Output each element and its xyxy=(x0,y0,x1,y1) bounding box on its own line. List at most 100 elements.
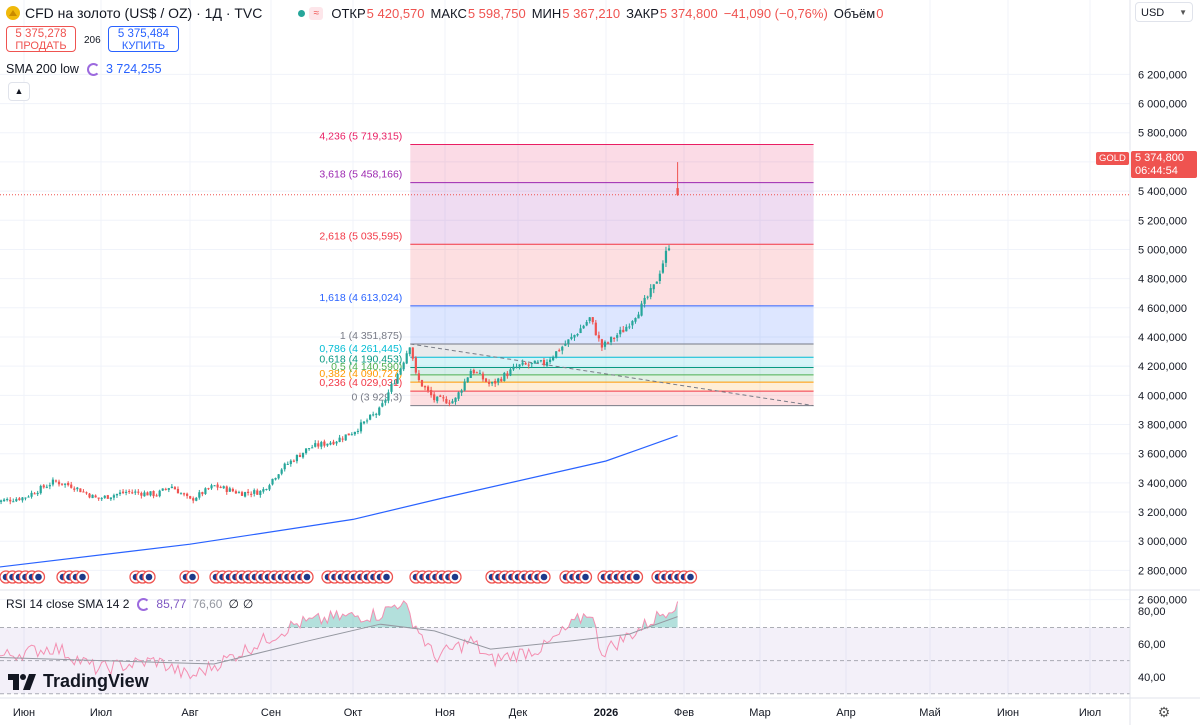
candle-body xyxy=(42,485,45,488)
fibonacci-retracement[interactable]: 0 (3 929,3) 0,236 (4 029,031)0,382 (4 090… xyxy=(319,131,814,407)
candle-body xyxy=(399,368,402,375)
candle-body xyxy=(134,491,137,493)
candle-body xyxy=(530,362,533,365)
candle-body xyxy=(45,486,48,488)
open-value: 5 420,570 xyxy=(366,5,425,21)
last-price-value: 5 374,800 xyxy=(1135,152,1184,164)
rsi-legend[interactable]: RSI 14 close SMA 14 2 85,77 76,60 ∅ ∅ xyxy=(6,597,257,611)
candle-body xyxy=(39,485,42,494)
flag-icon xyxy=(79,573,86,581)
candle-body xyxy=(161,488,164,491)
candle-body xyxy=(491,381,494,384)
x-tick-label: Фев xyxy=(674,707,694,719)
candle-body xyxy=(295,455,299,462)
sell-button[interactable]: 5 375,278 ПРОДАТЬ xyxy=(6,26,76,52)
fib-level-label: 0,5 (4 140,590) xyxy=(331,361,402,373)
candle-body xyxy=(189,496,192,499)
candle-body xyxy=(335,441,338,444)
rsi-label: RSI 14 close SMA 14 2 xyxy=(6,597,130,611)
flag-icon xyxy=(633,573,640,581)
currency-select[interactable]: USD ▼ xyxy=(1135,2,1193,22)
candle-body xyxy=(445,398,448,404)
candle-body xyxy=(472,369,475,374)
wave-icon[interactable]: ≈ xyxy=(309,6,324,20)
candle-body xyxy=(167,488,170,490)
symbol-legend[interactable]: CFD на золото (US$ / OZ) · 1Д · TVC ≈ ОТ… xyxy=(6,4,889,22)
x-tick-label: Окт xyxy=(344,707,363,719)
candle-body xyxy=(201,492,204,495)
candle-body xyxy=(259,490,262,495)
sma-legend[interactable]: SMA 200 low 3 724,255 xyxy=(6,62,162,76)
economic-events-row xyxy=(0,570,698,584)
candles xyxy=(0,162,1130,505)
candle-body xyxy=(265,489,268,491)
x-tick-label: Май xyxy=(919,707,941,719)
candle-body xyxy=(558,350,561,352)
candle-body xyxy=(506,373,509,377)
candle-body xyxy=(552,356,555,361)
candle-body xyxy=(85,492,88,494)
candle-body xyxy=(442,397,445,399)
candle-body xyxy=(210,485,213,489)
candle-body xyxy=(253,490,256,494)
candle-body xyxy=(97,497,100,499)
chevron-up-icon[interactable]: ▲ xyxy=(8,82,30,101)
candle-body xyxy=(634,318,637,322)
symbol-price-label: GOLD xyxy=(1096,152,1129,165)
x-tick-label: Ноя xyxy=(435,707,455,719)
tradingview-logo[interactable]: TradingView xyxy=(8,671,149,692)
y-tick-label: 5 800,000 xyxy=(1138,128,1187,140)
candle-body xyxy=(243,492,247,497)
fib-zone xyxy=(410,367,814,375)
x-tick-label: Июл xyxy=(1079,707,1101,719)
candle-body xyxy=(216,484,219,488)
x-tick-label: Мар xyxy=(749,707,771,719)
candle-body xyxy=(439,395,442,397)
candle-body xyxy=(417,373,421,380)
candle-body xyxy=(463,381,466,391)
candle-body xyxy=(524,363,527,365)
fib-zone xyxy=(410,391,814,406)
rsi-overbought-fill xyxy=(0,600,678,628)
candle-body xyxy=(320,442,323,447)
buy-button[interactable]: 5 375,484 КУПИТЬ xyxy=(108,26,179,52)
candle-body xyxy=(478,372,482,374)
candle-body xyxy=(494,380,497,384)
candle-body xyxy=(256,490,259,495)
x-tick-label: Июн xyxy=(13,707,35,719)
candle-body xyxy=(643,297,646,304)
rsi-na-2: ∅ xyxy=(242,597,254,611)
candle-body xyxy=(30,492,33,497)
candle-body xyxy=(603,341,607,347)
gear-icon[interactable]: ⚙ xyxy=(1157,704,1171,720)
candle-body xyxy=(57,481,61,485)
candle-body xyxy=(329,442,332,445)
candle-body xyxy=(588,317,591,321)
flag-icon xyxy=(303,573,311,581)
fib-zone xyxy=(410,357,814,368)
candle-body xyxy=(515,366,518,368)
candle-body xyxy=(82,491,85,493)
candle-body xyxy=(484,378,488,382)
y-tick-label: 3 800,000 xyxy=(1138,420,1187,432)
y-tick-label: 3 400,000 xyxy=(1138,478,1187,490)
candle-body xyxy=(591,317,594,323)
x-tick-label: Авг xyxy=(181,707,198,719)
candle-body xyxy=(564,343,567,346)
fib-level-label: 2,618 (5 035,595) xyxy=(319,230,402,242)
candle-body xyxy=(106,495,109,499)
candle-body xyxy=(548,359,552,363)
low-value: 5 367,210 xyxy=(562,5,621,21)
close-value: 5 374,800 xyxy=(659,5,718,21)
candle-body xyxy=(152,491,155,497)
symbol-title[interactable]: CFD на золото (US$ / OZ) · 1Д · TVC xyxy=(25,5,263,21)
candle-body xyxy=(158,490,161,497)
candle-body xyxy=(640,303,643,316)
candle-body xyxy=(600,339,604,348)
candle-body xyxy=(24,497,27,499)
y-tick-label: 2 800,000 xyxy=(1138,565,1187,577)
candle-body xyxy=(9,499,12,502)
candle-body xyxy=(140,492,143,496)
y-tick-label: 3 000,000 xyxy=(1138,536,1187,548)
